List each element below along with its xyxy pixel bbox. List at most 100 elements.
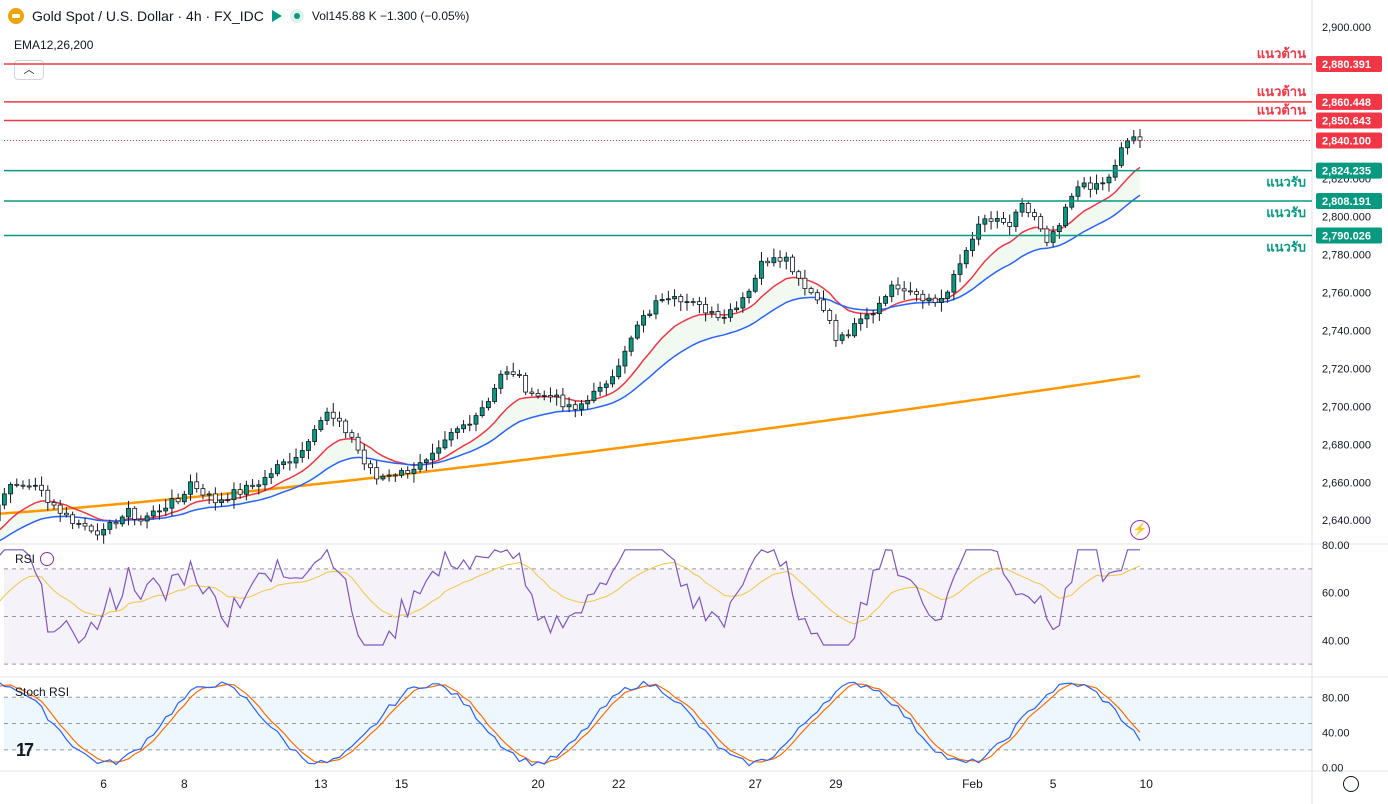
price-level-tag-label: 2,840.100 — [1322, 135, 1371, 147]
candle-body — [560, 394, 566, 408]
candle-body — [802, 277, 808, 289]
ema-cloud — [0, 167, 1140, 541]
candle-body — [1001, 218, 1006, 223]
support-label: แนวรับ — [1266, 176, 1306, 191]
candle-body — [188, 481, 193, 495]
x-tick-label: 13 — [314, 777, 328, 791]
price-tick-label: 2,700.000 — [1322, 401, 1371, 413]
candle-body — [1125, 140, 1130, 149]
candle-body — [895, 284, 901, 290]
candle-body — [150, 510, 156, 517]
candle-body — [703, 304, 708, 314]
candle-body — [461, 424, 466, 430]
price-level-tag-label: 2,850.643 — [1322, 115, 1371, 127]
price-level-tag — [1316, 193, 1382, 210]
candle-body — [498, 373, 504, 389]
candle-body — [864, 314, 870, 320]
candle-body — [1, 493, 7, 506]
candle-body — [212, 493, 218, 504]
candle-body — [957, 263, 963, 275]
price-tick-label: 2,720.000 — [1322, 363, 1371, 375]
candle-body — [1050, 231, 1056, 243]
candle-body — [752, 277, 758, 292]
candle-body — [368, 463, 373, 469]
candle-body — [119, 516, 125, 525]
candle-body — [932, 297, 938, 303]
candle-body — [572, 404, 578, 410]
flag-icon[interactable] — [271, 10, 282, 22]
candle-body — [243, 484, 249, 495]
candle-body — [833, 320, 839, 341]
candle-body — [858, 318, 864, 324]
candle-body — [616, 365, 622, 378]
gear-icon[interactable] — [1343, 776, 1359, 792]
candle-body — [597, 387, 603, 392]
candle-body — [541, 395, 547, 397]
stoch-tick-label: 0.00 — [1322, 762, 1343, 774]
candle-body — [157, 510, 162, 513]
gold-bar-icon — [8, 8, 24, 24]
candle-body — [169, 498, 175, 509]
candle-body — [386, 474, 392, 477]
symbol-title[interactable]: Gold Spot / U.S. Dollar · 4h · FX_IDC — [32, 8, 264, 24]
candle-body — [796, 271, 802, 279]
candle-body — [113, 522, 119, 525]
x-tick-label: 10 — [1140, 777, 1154, 791]
rsi-band — [4, 568, 1312, 665]
candle-body — [324, 411, 330, 421]
price-tick-label: 2,640.000 — [1322, 515, 1371, 527]
candle-body — [740, 297, 746, 309]
candle-body — [889, 284, 895, 297]
candle-body — [206, 493, 212, 496]
rsi-ma-line — [0, 561, 1141, 625]
candle-body — [70, 514, 76, 524]
candle-body — [411, 468, 417, 474]
candle-body — [883, 296, 888, 304]
candle-body — [355, 436, 361, 451]
candle-body — [144, 515, 150, 522]
candle-body — [665, 298, 671, 301]
stoch-rsi-pane-label[interactable]: Stoch RSI — [15, 685, 70, 699]
candle-body — [1075, 186, 1081, 197]
candle-body — [684, 301, 690, 304]
lightning-icon[interactable]: ⚡ — [1130, 520, 1150, 540]
candle-body — [535, 393, 541, 397]
candle-body — [26, 485, 32, 488]
rsi-tick-label: 80.00 — [1322, 540, 1350, 552]
candle-body — [374, 467, 380, 480]
candle-body — [256, 484, 262, 487]
candle-body — [628, 337, 634, 352]
price-tick-label: 2,900.000 — [1322, 22, 1371, 34]
candle-body — [870, 313, 876, 316]
candle-body — [361, 449, 367, 465]
rsi-settings-icon[interactable] — [40, 552, 54, 566]
price-level-tag — [1316, 162, 1382, 179]
chevron-up-icon[interactable]: ︿ — [14, 60, 44, 80]
chart-header: Gold Spot / U.S. Dollar · 4h · FX_IDC Vo… — [8, 8, 469, 24]
candle-body — [839, 334, 845, 341]
candle-body — [777, 257, 783, 262]
candle-body — [430, 452, 435, 461]
indicator-legend[interactable]: EMA12,26,200 — [14, 38, 94, 52]
candle-body — [82, 523, 88, 527]
candle-body — [1118, 147, 1124, 166]
candle-body — [845, 334, 851, 337]
candle-body — [64, 512, 69, 516]
rsi-pane-label[interactable]: RSI — [15, 552, 36, 566]
x-tick-label: 29 — [829, 777, 843, 791]
candle-body — [132, 507, 138, 520]
candle-body — [963, 250, 969, 265]
rsi-tick-label: 40.00 — [1322, 635, 1350, 647]
price-level-tag-label: 2,808.191 — [1322, 196, 1371, 208]
candle-body — [696, 301, 702, 305]
candle-body — [1063, 206, 1068, 227]
rsi-tick-label: 60.00 — [1322, 588, 1350, 600]
candle-body — [337, 417, 342, 422]
x-tick-label: Feb — [962, 777, 983, 791]
candle-body — [852, 323, 857, 337]
candle-body — [622, 350, 628, 367]
candle-body — [529, 391, 535, 394]
candle-body — [951, 273, 957, 293]
x-tick-label: 6 — [100, 777, 107, 791]
